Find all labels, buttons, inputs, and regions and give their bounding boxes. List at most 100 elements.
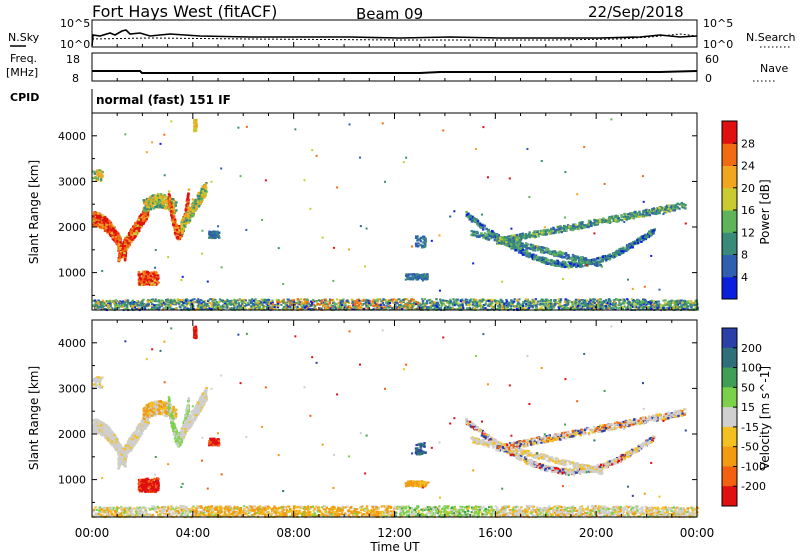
power-ground-echo <box>558 299 561 302</box>
power-ground-echo <box>462 301 465 304</box>
power-ground-echo <box>549 301 552 304</box>
power-ground-echo <box>515 307 519 310</box>
power-ground-echo <box>257 307 260 310</box>
power-ground-echo <box>435 307 438 310</box>
power-ground-echo <box>185 304 188 307</box>
power-ground-echo <box>585 304 588 307</box>
power-ground-echo <box>309 307 312 310</box>
power-ground-echo <box>666 303 669 306</box>
power-ground-echo <box>435 302 438 305</box>
power-ground-echo <box>239 305 242 308</box>
power-ground-echo <box>260 301 264 304</box>
power-echo <box>118 244 122 247</box>
power-ground-echo <box>365 304 368 307</box>
power-ground-echo <box>296 299 299 302</box>
power-ground-echo <box>320 307 323 310</box>
power-ground-echo <box>262 306 265 309</box>
power-ground-echo <box>204 300 207 303</box>
power-ground-echo <box>533 299 536 302</box>
power-ground-echo <box>192 301 195 304</box>
power-ground-echo <box>366 307 369 310</box>
power-ground-echo <box>376 306 379 309</box>
power-ground-echo <box>373 305 376 308</box>
power-ground-echo <box>451 307 454 310</box>
power-echo <box>126 243 130 246</box>
power-ground-echo <box>255 303 258 306</box>
power-echo <box>128 235 131 238</box>
power-ground-echo <box>588 298 592 301</box>
power-ground-echo <box>369 300 372 303</box>
power-echo <box>204 187 208 190</box>
power-ground-echo <box>156 307 159 310</box>
power-ground-echo <box>135 304 138 307</box>
power-ground-echo <box>165 307 169 310</box>
power-ground-echo <box>341 300 345 303</box>
power-echo <box>110 224 114 227</box>
power-ground-echo <box>301 307 304 310</box>
power-echo <box>163 194 166 197</box>
power-ground-echo <box>593 301 596 304</box>
power-ground-echo <box>680 304 683 307</box>
power-ground-echo <box>239 308 242 311</box>
power-ground-echo <box>447 308 450 311</box>
power-echo <box>109 229 112 232</box>
power-echo <box>197 197 200 200</box>
power-ground-echo <box>573 300 576 303</box>
power-echo <box>210 235 213 239</box>
date-title: 22/Sep/2018 <box>588 3 684 21</box>
power-ground-echo <box>439 298 442 301</box>
power-ground-echo <box>377 305 380 308</box>
power-echo <box>124 237 127 240</box>
power-echo <box>145 210 148 213</box>
power-ground-echo <box>218 304 221 307</box>
power-echo <box>130 230 133 233</box>
power-ground-echo <box>163 303 167 306</box>
power-ground-echo <box>335 306 338 309</box>
power-echo <box>423 239 426 242</box>
power-echo <box>172 203 175 207</box>
power-ground-echo <box>478 305 481 308</box>
power-ground-echo <box>161 299 164 302</box>
power-ground-echo <box>554 303 557 306</box>
power-echo <box>417 242 420 245</box>
power-ground-echo <box>366 306 370 309</box>
power-ground-echo <box>474 300 477 303</box>
power-ground-echo <box>455 298 458 301</box>
power-echo <box>133 229 136 232</box>
power-ground-echo <box>583 305 586 308</box>
power-ground-echo <box>668 307 671 310</box>
power-ground-echo <box>622 299 625 302</box>
power-ground-echo <box>285 302 288 305</box>
power-echo <box>175 201 178 204</box>
power-ground-echo <box>385 304 388 307</box>
power-echo <box>154 272 157 275</box>
power-ground-echo <box>590 307 593 310</box>
power-ground-echo <box>190 306 193 309</box>
power-ground-echo <box>244 307 247 310</box>
power-ground-echo <box>243 305 246 308</box>
power-ground-echo <box>304 300 307 303</box>
power-ground-echo <box>200 304 204 307</box>
power-ground-echo <box>218 301 221 304</box>
power-ground-echo <box>313 303 316 306</box>
power-ground-echo <box>475 302 478 305</box>
power-ground-echo <box>563 306 566 309</box>
power-echo <box>189 210 192 213</box>
power-ground-echo <box>357 306 360 309</box>
power-ground-echo <box>406 298 409 301</box>
power-ground-echo <box>586 302 590 305</box>
power-ground-echo <box>638 306 641 309</box>
power-ground-echo <box>201 302 204 305</box>
power-ground-echo <box>632 300 635 303</box>
power-echo <box>147 206 151 209</box>
power-ground-echo <box>409 308 412 311</box>
power-ground-echo <box>479 305 483 308</box>
power-ground-echo <box>523 307 526 310</box>
power-ground-echo <box>353 300 357 303</box>
power-echo <box>414 274 418 277</box>
power-ground-echo <box>222 308 225 311</box>
power-ground-echo <box>142 303 146 306</box>
power-echo <box>150 198 153 201</box>
power-ground-echo <box>529 305 532 308</box>
power-ground-echo <box>655 302 658 305</box>
